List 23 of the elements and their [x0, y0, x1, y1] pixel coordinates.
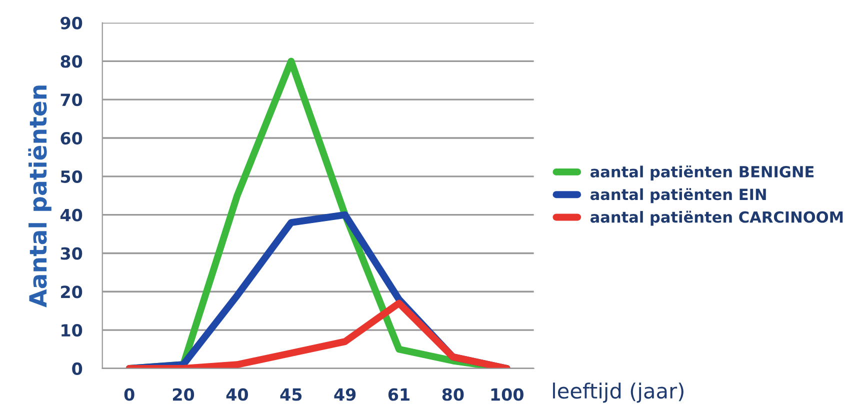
y-tick-label: 40 — [60, 208, 82, 222]
x-tick-label: 100 — [491, 388, 524, 401]
legend-label: aantal patiënten BENIGNE — [590, 165, 814, 180]
legend-label: aantal patiënten CARCINOOM — [590, 210, 843, 226]
y-tick-label: 60 — [60, 132, 82, 145]
y-tick-label: 50 — [61, 170, 82, 183]
y-tick-label: 70 — [60, 94, 82, 106]
y-tick-label: 20 — [61, 286, 82, 298]
x-tick-label: 61 — [388, 388, 410, 401]
y-axis-title: Aantal patiënten — [28, 86, 52, 308]
y-tick-label: 80 — [60, 55, 82, 68]
x-axis-title: leeftijd (jaar) — [553, 382, 684, 403]
x-tick-label: 49 — [334, 388, 356, 401]
y-tick-label: 30 — [60, 247, 82, 260]
legend-label: aantal patiënten EIN — [590, 188, 766, 204]
y-tick-label: 90 — [60, 16, 82, 30]
y-tick-label: 0 — [72, 362, 82, 376]
x-tick-label: 80 — [442, 388, 464, 401]
x-tick-label: 0 — [124, 388, 134, 401]
x-tick-label: 20 — [172, 388, 194, 401]
y-tick-label: 10 — [62, 324, 82, 337]
x-tick-label: 45 — [280, 388, 302, 401]
x-tick-label: 40 — [226, 388, 248, 401]
